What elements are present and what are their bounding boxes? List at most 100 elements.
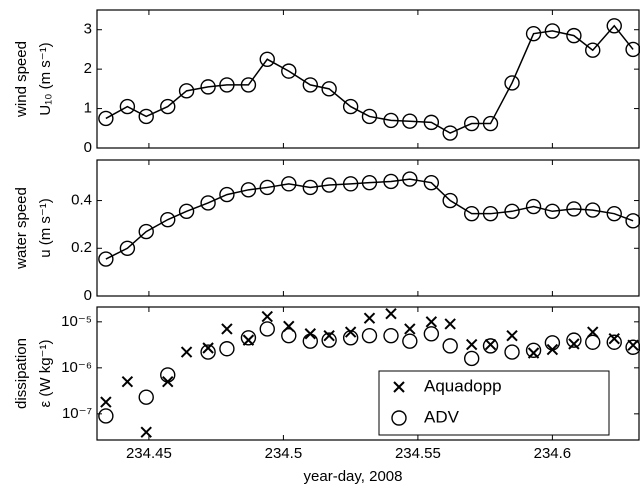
cross-marker <box>323 329 335 342</box>
y-tick-label: 3 <box>84 21 92 38</box>
circle-marker <box>259 321 275 337</box>
data-line <box>105 178 634 260</box>
circle-marker <box>138 389 154 405</box>
cross-stroke <box>344 326 357 338</box>
cross-stroke <box>180 346 193 358</box>
x-tick-label: 234.5 <box>265 445 303 462</box>
legend-label: ADV <box>424 407 460 426</box>
y-tick-label: 2 <box>84 60 92 77</box>
cross-marker <box>484 338 497 351</box>
circle-marker <box>119 98 136 115</box>
plot-frame <box>96 159 640 297</box>
circle-marker <box>361 174 378 191</box>
circle-marker <box>178 83 195 99</box>
x-tick-label: 234.55 <box>395 445 441 462</box>
cross-marker <box>344 326 357 338</box>
circle-marker <box>504 344 520 360</box>
x-tick-label: 234.45 <box>126 445 172 462</box>
circle-marker <box>423 174 440 191</box>
circle-marker <box>281 176 297 192</box>
cross-marker <box>444 318 456 330</box>
y-tick-label: 10⁻⁶ <box>61 359 92 376</box>
circle-marker <box>302 77 319 93</box>
legend-box <box>378 370 610 436</box>
circle-marker <box>259 179 275 196</box>
circle-marker <box>321 81 337 97</box>
circle-marker <box>402 113 418 129</box>
circle-marker <box>383 173 399 190</box>
data-line <box>105 24 634 134</box>
cross-marker <box>202 342 214 354</box>
circle-marker <box>544 203 561 219</box>
circle-marker <box>219 186 235 203</box>
circle-marker <box>98 408 114 424</box>
cross-stroke <box>425 316 438 328</box>
circle-marker <box>160 211 176 228</box>
circle-stroke <box>391 410 407 426</box>
cross-stroke <box>385 308 397 320</box>
circle-marker <box>625 339 640 355</box>
circle-marker <box>361 327 378 344</box>
cross-marker <box>425 316 438 328</box>
circle-marker <box>504 203 520 219</box>
circle-marker <box>178 203 195 219</box>
legend-label: Aquadopp <box>424 376 502 395</box>
cross-stroke <box>261 310 273 323</box>
cross-stroke <box>404 323 416 335</box>
y-axis-label: ε (W kg⁻¹) <box>37 340 54 408</box>
cross-stroke <box>484 338 497 351</box>
circle-marker <box>482 338 499 354</box>
circle-marker <box>606 334 622 350</box>
y-axis-label: U₁₀ (m s⁻¹) <box>37 42 54 115</box>
circle-marker <box>321 332 337 348</box>
circle-marker <box>625 41 640 58</box>
circle-marker <box>585 334 601 350</box>
y-axis-label: dissipation <box>13 338 30 409</box>
circle-marker <box>544 335 561 351</box>
x-axis-label: year-day, 2008 <box>304 468 403 485</box>
circle-marker <box>98 110 114 127</box>
cross-marker <box>180 346 193 358</box>
x-tick-label: 234.6 <box>534 445 572 462</box>
circle-marker <box>402 333 418 349</box>
cross-stroke <box>323 329 335 342</box>
cross-marker <box>568 338 580 350</box>
circle-marker <box>240 330 257 346</box>
circle-marker <box>544 23 561 39</box>
circle-marker <box>482 205 499 222</box>
cross-marker <box>121 375 134 388</box>
circle-marker <box>463 205 480 222</box>
circle-marker <box>219 77 235 93</box>
cross-stroke <box>444 318 456 330</box>
y-axis-label: u (m s⁻¹) <box>37 198 54 258</box>
legend-marker <box>393 381 405 393</box>
circle-marker <box>302 179 319 196</box>
circle-marker <box>423 114 440 131</box>
legend-marker <box>391 410 407 426</box>
circle-marker <box>566 201 582 217</box>
circle-marker <box>302 333 319 349</box>
circle-marker <box>98 251 114 267</box>
y-tick-label: 10⁻⁷ <box>62 405 92 422</box>
circle-marker <box>585 42 601 58</box>
cross-stroke <box>121 375 134 388</box>
circle-marker <box>566 332 582 348</box>
circle-marker <box>482 115 499 132</box>
circle-marker <box>463 350 480 367</box>
cross-stroke <box>221 323 233 335</box>
circle-marker <box>259 51 275 67</box>
cross-marker <box>140 426 152 438</box>
circle-marker <box>625 213 640 229</box>
cross-stroke <box>393 381 405 393</box>
circle-marker <box>463 115 480 132</box>
circle-marker <box>119 240 136 256</box>
circle-marker <box>525 198 542 215</box>
cross-stroke <box>202 342 214 354</box>
y-axis-label: water speed <box>13 187 30 270</box>
cross-marker <box>465 338 478 351</box>
cross-stroke <box>100 396 112 408</box>
cross-marker <box>385 308 397 320</box>
circle-marker <box>219 341 235 357</box>
cross-marker <box>363 312 376 324</box>
